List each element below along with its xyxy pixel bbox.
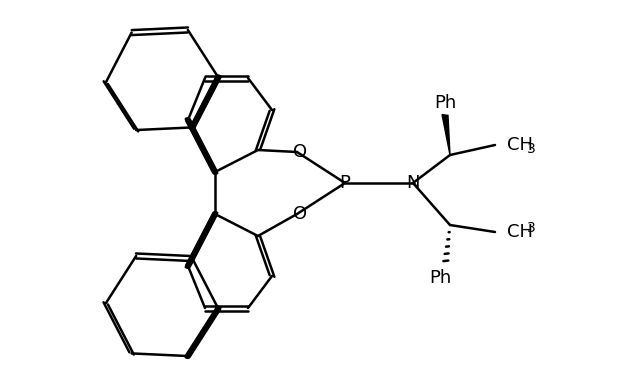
Text: O: O (293, 205, 307, 223)
Text: CH: CH (507, 136, 533, 154)
Text: N: N (406, 174, 420, 192)
Text: Ph: Ph (434, 94, 456, 112)
Text: P: P (340, 174, 351, 192)
Text: 3: 3 (527, 142, 536, 156)
Text: O: O (293, 143, 307, 161)
Text: 3: 3 (527, 221, 536, 235)
Polygon shape (442, 115, 450, 155)
Text: CH: CH (507, 223, 533, 241)
Text: Ph: Ph (429, 269, 451, 287)
